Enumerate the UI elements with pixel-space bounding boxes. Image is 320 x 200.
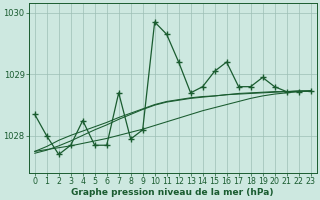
- X-axis label: Graphe pression niveau de la mer (hPa): Graphe pression niveau de la mer (hPa): [71, 188, 274, 197]
